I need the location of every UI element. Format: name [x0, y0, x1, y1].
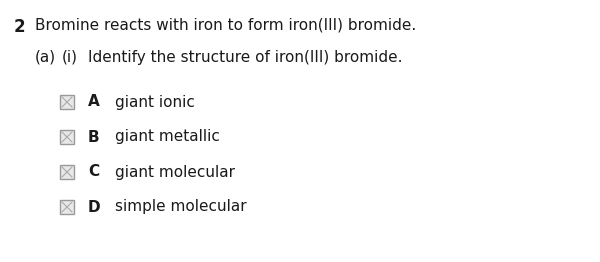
Text: A: A [88, 95, 100, 110]
Bar [60, 130, 74, 144]
Text: (a): (a) [35, 50, 56, 65]
Bar [60, 200, 74, 214]
Text: Identify the structure of iron(III) bromide.: Identify the structure of iron(III) brom… [88, 50, 403, 65]
Text: giant molecular: giant molecular [115, 165, 235, 179]
Text: B: B [88, 129, 100, 145]
Text: giant metallic: giant metallic [115, 129, 220, 145]
Bar [60, 165, 74, 179]
Text: D: D [88, 199, 101, 215]
Bar [60, 95, 74, 109]
Text: simple molecular: simple molecular [115, 199, 247, 215]
Text: (i): (i) [62, 50, 78, 65]
Text: giant ionic: giant ionic [115, 95, 195, 110]
Text: Bromine reacts with iron to form iron(III) bromide.: Bromine reacts with iron to form iron(II… [35, 18, 416, 33]
Text: 2: 2 [14, 18, 26, 36]
Text: C: C [88, 165, 99, 179]
